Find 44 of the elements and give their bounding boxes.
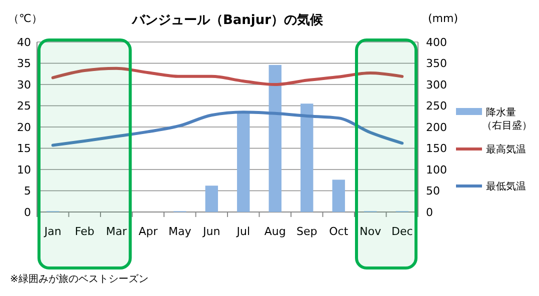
bar <box>205 186 218 212</box>
y-axis-title: （℃） <box>8 12 42 25</box>
x-tick-label: Feb <box>74 225 94 238</box>
y-tick-label: 5 <box>24 184 31 198</box>
y-tick-label: 25 <box>17 100 31 113</box>
x-tick-label: Jul <box>236 225 250 238</box>
bar <box>268 64 282 212</box>
y-tick-label: 35 <box>17 57 31 70</box>
y-tick-label: 10 <box>17 163 31 176</box>
x-tick-label: May <box>168 225 192 238</box>
line-series <box>51 110 404 147</box>
x-tick-label: Sep <box>296 225 318 238</box>
line-series <box>51 66 404 86</box>
y2-tick-label: 0 <box>426 206 433 219</box>
legend-label: 最低気温 <box>486 180 526 192</box>
y2-tick-label: 400 <box>426 36 447 49</box>
bar <box>332 180 345 212</box>
legend-label: 最高気温 <box>486 144 526 156</box>
y2-tick-label: 200 <box>426 120 447 134</box>
y2-tick-label: 100 <box>426 163 447 176</box>
x-tick-label: Nov <box>360 225 382 238</box>
x-tick-label: Jun <box>202 225 220 238</box>
x-tick-label: Dec <box>391 225 413 238</box>
legend-label: 降水量（右目盛） <box>482 106 532 132</box>
x-tick-label: Apr <box>138 225 158 238</box>
bar <box>237 112 250 212</box>
y-tick-label: 20 <box>17 120 31 134</box>
x-tick-label: Mar <box>106 225 128 238</box>
chart-title: バンジュール（Banjur）の気候 <box>130 13 324 28</box>
y-tick-label: 15 <box>17 142 31 156</box>
y-tick-label: 0 <box>24 206 31 219</box>
x-tick-label: Jan <box>43 225 62 238</box>
y2-tick-label: 250 <box>426 100 447 113</box>
bar <box>300 104 314 212</box>
x-tick-label: Oct <box>329 225 349 238</box>
y2-axis-title: (mm) <box>428 12 458 25</box>
x-tick-label: Aug <box>264 225 286 238</box>
text: ※緑囲みが旅のベストシーズン <box>10 273 148 285</box>
y-tick-label: 30 <box>17 78 31 92</box>
y2-tick-label: 150 <box>426 142 447 156</box>
y2-tick-label: 300 <box>426 78 447 92</box>
y2-tick-label: 350 <box>426 57 447 70</box>
y2-tick-label: 50 <box>426 184 440 198</box>
y-tick-label: 40 <box>17 36 31 49</box>
